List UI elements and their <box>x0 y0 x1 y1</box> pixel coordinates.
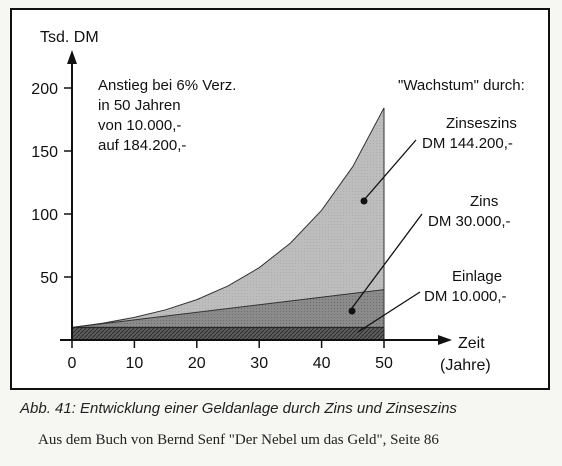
einlage-label: Einlage <box>452 268 502 285</box>
source-line: Aus dem Buch von Bernd Senf "Der Nebel u… <box>38 432 439 448</box>
y-tick-label: 150 <box>31 144 58 161</box>
x-tick-label: 30 <box>250 355 268 372</box>
note-line-3: von 10.000,- <box>98 117 181 134</box>
y-tick-label: 100 <box>31 207 58 224</box>
y-axis-title: Tsd. DM <box>40 29 99 46</box>
y-axis-arrow <box>67 50 77 64</box>
zinseszins-pointer <box>363 139 417 201</box>
einlage-pointer <box>357 291 421 333</box>
axis-ticks: 0 10 20 30 40 50 50 100 150 200 <box>31 81 393 372</box>
x-axis-arrow <box>438 335 452 345</box>
zinseszins-marker <box>360 197 368 205</box>
note-line-1: Anstieg bei 6% Verz. <box>98 77 236 94</box>
growth-chart: 0 10 20 30 40 50 50 100 150 200 Tsd. DM Zeit (Jah… <box>31 29 525 374</box>
zinseszins-area <box>71 107 385 341</box>
zins-value: DM 30.000,- <box>428 213 511 230</box>
einlage-area <box>71 326 385 341</box>
x-tick-label: 10 <box>126 355 144 372</box>
y-tick-label: 50 <box>40 270 58 287</box>
x-tick-label: 40 <box>313 355 331 372</box>
x-axis-title: Zeit <box>458 335 485 352</box>
einlage-value: DM 10.000,- <box>424 288 507 305</box>
x-tick-label: 20 <box>188 355 206 372</box>
x-axis-unit: (Jahre) <box>440 357 491 374</box>
zinseszins-value: DM 144.200,- <box>422 135 513 152</box>
x-tick-label: 0 <box>68 355 77 372</box>
wachstum-header: "Wachstum" durch: <box>398 77 525 94</box>
zins-label: Zins <box>470 193 498 210</box>
zinseszins-label: Zinseszins <box>446 115 517 132</box>
zins-marker <box>348 307 356 315</box>
note-line-4: auf 184.200,- <box>98 137 186 154</box>
note-line-2: in 50 Jahren <box>98 97 181 114</box>
zins-pointer <box>351 213 423 309</box>
x-tick-label: 50 <box>375 355 393 372</box>
y-tick-label: 200 <box>31 81 58 98</box>
figure-caption: Abb. 41: Entwicklung einer Geldanlage du… <box>20 400 457 417</box>
figure-frame: 0 10 20 30 40 50 50 100 150 200 Tsd. DM Zeit (Jah… <box>10 8 550 390</box>
